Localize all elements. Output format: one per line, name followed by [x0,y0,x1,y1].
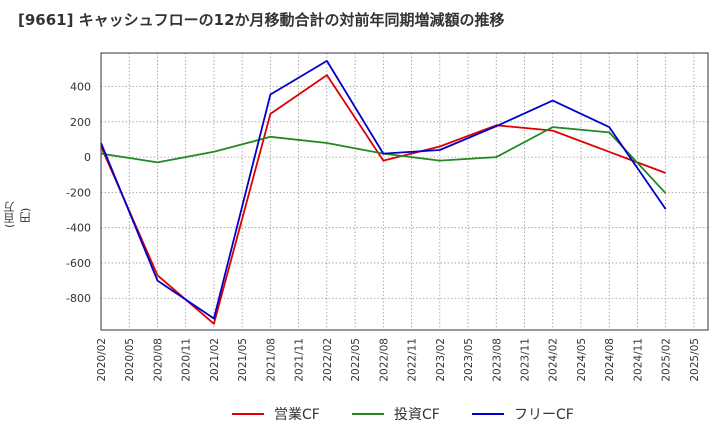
y-tick-label: -600 [66,257,91,270]
x-tick-label: 2025/02 [661,338,673,382]
y-tick-label: 0 [84,151,91,164]
x-tick-label: 2022/05 [350,338,362,382]
legend-label: 投資CF [394,407,440,423]
legend-swatch [472,413,504,415]
x-tick-label: 2022/02 [322,338,334,382]
legend: 営業CF 投資CF フリーCF [0,404,720,426]
x-tick-label: 2023/02 [435,338,447,382]
y-tick-label: 200 [70,116,91,129]
plot-frame [100,52,709,331]
x-tick-label: 2023/05 [463,338,475,382]
chart-title: [9661] キャッシュフローの12か月移動合計の対前年同期増減額の推移 [18,11,505,29]
legend-label: フリーCF [514,407,574,423]
series-line-フリーCF [100,60,667,320]
x-tick-label: 2021/02 [209,338,221,382]
x-tick-label: 2024/05 [576,338,588,382]
x-tick-label: 2024/02 [548,338,560,382]
y-tick-label: -200 [66,186,91,199]
x-tick-label: 2022/11 [407,338,419,382]
x-tick-label: 2020/08 [152,338,164,382]
x-axis-ticks: 2020/02 2020/05 2020/08 2020/11 2021/02 2021/… [96,338,701,382]
x-tick-label: 2025/05 [689,338,701,382]
x-tick-label: 2024/11 [632,338,644,382]
x-tick-label: 2021/05 [237,338,249,382]
legend-item: 投資CF [352,404,440,424]
legend-item: フリーCF [472,404,574,424]
y-tick-label: 400 [70,81,91,94]
legend-item: 営業CF [232,404,320,424]
legend-swatch [352,413,384,415]
grid-lines [100,53,708,330]
x-tick-label: 2021/11 [294,338,306,382]
y-tick-label: -800 [66,292,91,305]
legend-label: 営業CF [274,407,320,423]
x-tick-label: 2021/08 [265,338,277,382]
x-tick-label: 2022/08 [378,338,390,382]
x-tick-label: 2024/08 [604,338,616,382]
y-tick-label: -400 [66,222,91,235]
series-line-営業CF [100,74,667,325]
x-tick-label: 2020/02 [96,338,108,382]
x-tick-label: 2020/11 [181,338,193,382]
x-tick-label: 2020/05 [124,338,136,382]
y-axis-ticks: 400 200 0 -200 -400 -600 -800 [66,81,91,306]
series-lines [100,60,667,325]
x-tick-label: 2023/11 [519,338,531,382]
x-tick-label: 2023/08 [491,338,503,382]
legend-swatch [232,413,264,415]
